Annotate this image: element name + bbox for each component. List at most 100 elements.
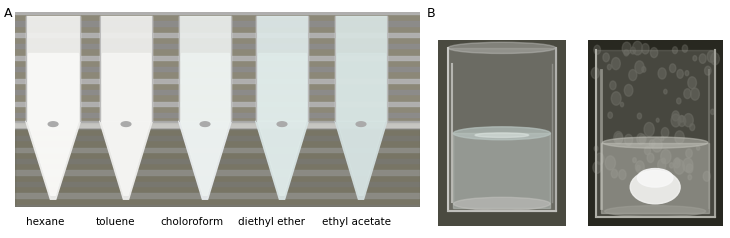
Circle shape — [661, 128, 669, 138]
Polygon shape — [101, 121, 150, 195]
Polygon shape — [26, 121, 80, 199]
Circle shape — [658, 68, 666, 79]
Circle shape — [629, 69, 637, 81]
Bar — [15, 102, 420, 106]
Circle shape — [48, 122, 58, 126]
Bar — [15, 159, 420, 163]
Circle shape — [615, 133, 623, 143]
Circle shape — [688, 175, 691, 180]
Circle shape — [669, 163, 673, 168]
Circle shape — [675, 158, 680, 164]
Bar — [179, 16, 231, 121]
Polygon shape — [255, 121, 308, 199]
Circle shape — [611, 169, 618, 178]
Circle shape — [635, 161, 644, 173]
Circle shape — [642, 44, 649, 54]
Bar — [15, 113, 420, 117]
Circle shape — [696, 146, 700, 150]
Bar — [100, 16, 153, 121]
Bar — [15, 121, 420, 122]
Ellipse shape — [630, 170, 680, 204]
Bar — [15, 170, 420, 175]
Text: A: A — [4, 7, 12, 20]
Bar — [181, 53, 229, 121]
Circle shape — [632, 41, 642, 55]
Circle shape — [675, 131, 684, 144]
Circle shape — [611, 92, 621, 105]
Circle shape — [650, 48, 658, 58]
Text: methanol: methanol — [631, 215, 680, 225]
Bar — [15, 124, 420, 129]
Bar — [15, 21, 420, 25]
Circle shape — [637, 165, 640, 170]
Circle shape — [277, 122, 287, 126]
Circle shape — [661, 158, 665, 163]
Circle shape — [121, 122, 131, 126]
Circle shape — [637, 113, 642, 119]
Bar — [15, 148, 420, 152]
Circle shape — [608, 112, 612, 118]
Circle shape — [624, 84, 633, 96]
Text: choloroform: choloroform — [161, 217, 223, 227]
Bar — [15, 205, 420, 209]
Circle shape — [661, 136, 664, 140]
Circle shape — [625, 134, 633, 145]
Circle shape — [591, 68, 599, 79]
Circle shape — [656, 118, 659, 122]
Circle shape — [596, 153, 604, 164]
Bar — [335, 16, 387, 121]
Circle shape — [710, 109, 715, 114]
Circle shape — [672, 47, 677, 54]
Ellipse shape — [475, 133, 529, 138]
Circle shape — [645, 146, 650, 155]
Bar — [337, 53, 385, 121]
Circle shape — [703, 171, 710, 181]
Circle shape — [622, 42, 631, 55]
Circle shape — [683, 45, 688, 52]
Circle shape — [686, 164, 693, 173]
Circle shape — [677, 98, 681, 104]
Circle shape — [649, 140, 655, 147]
Polygon shape — [179, 121, 231, 199]
Bar — [15, 44, 420, 49]
Polygon shape — [258, 121, 307, 195]
Circle shape — [356, 122, 366, 126]
Bar — [15, 122, 420, 127]
Ellipse shape — [453, 197, 550, 210]
Ellipse shape — [453, 127, 550, 140]
Circle shape — [688, 77, 696, 89]
Circle shape — [594, 45, 601, 54]
Circle shape — [633, 158, 637, 163]
Bar — [602, 143, 710, 213]
Bar — [15, 56, 420, 60]
Circle shape — [674, 160, 685, 174]
Circle shape — [685, 149, 692, 158]
Circle shape — [704, 66, 711, 75]
Bar — [15, 136, 420, 140]
Circle shape — [652, 138, 662, 152]
Circle shape — [607, 64, 611, 70]
Circle shape — [685, 71, 689, 76]
Polygon shape — [28, 121, 78, 195]
Circle shape — [672, 111, 680, 121]
Bar — [255, 16, 308, 121]
Circle shape — [678, 116, 685, 126]
Circle shape — [614, 131, 623, 144]
Polygon shape — [100, 121, 153, 199]
Circle shape — [631, 47, 636, 54]
Circle shape — [637, 134, 645, 144]
Circle shape — [707, 51, 715, 62]
Circle shape — [664, 89, 667, 94]
Bar — [101, 53, 150, 121]
Bar — [15, 79, 420, 83]
Circle shape — [620, 102, 623, 107]
Circle shape — [648, 153, 654, 163]
Circle shape — [639, 134, 646, 144]
Circle shape — [683, 114, 694, 127]
Circle shape — [200, 122, 210, 126]
Ellipse shape — [637, 169, 673, 187]
Text: Ethyl acetate: Ethyl acetate — [468, 215, 537, 225]
Bar — [28, 53, 78, 121]
Circle shape — [691, 88, 699, 100]
Circle shape — [642, 67, 646, 72]
